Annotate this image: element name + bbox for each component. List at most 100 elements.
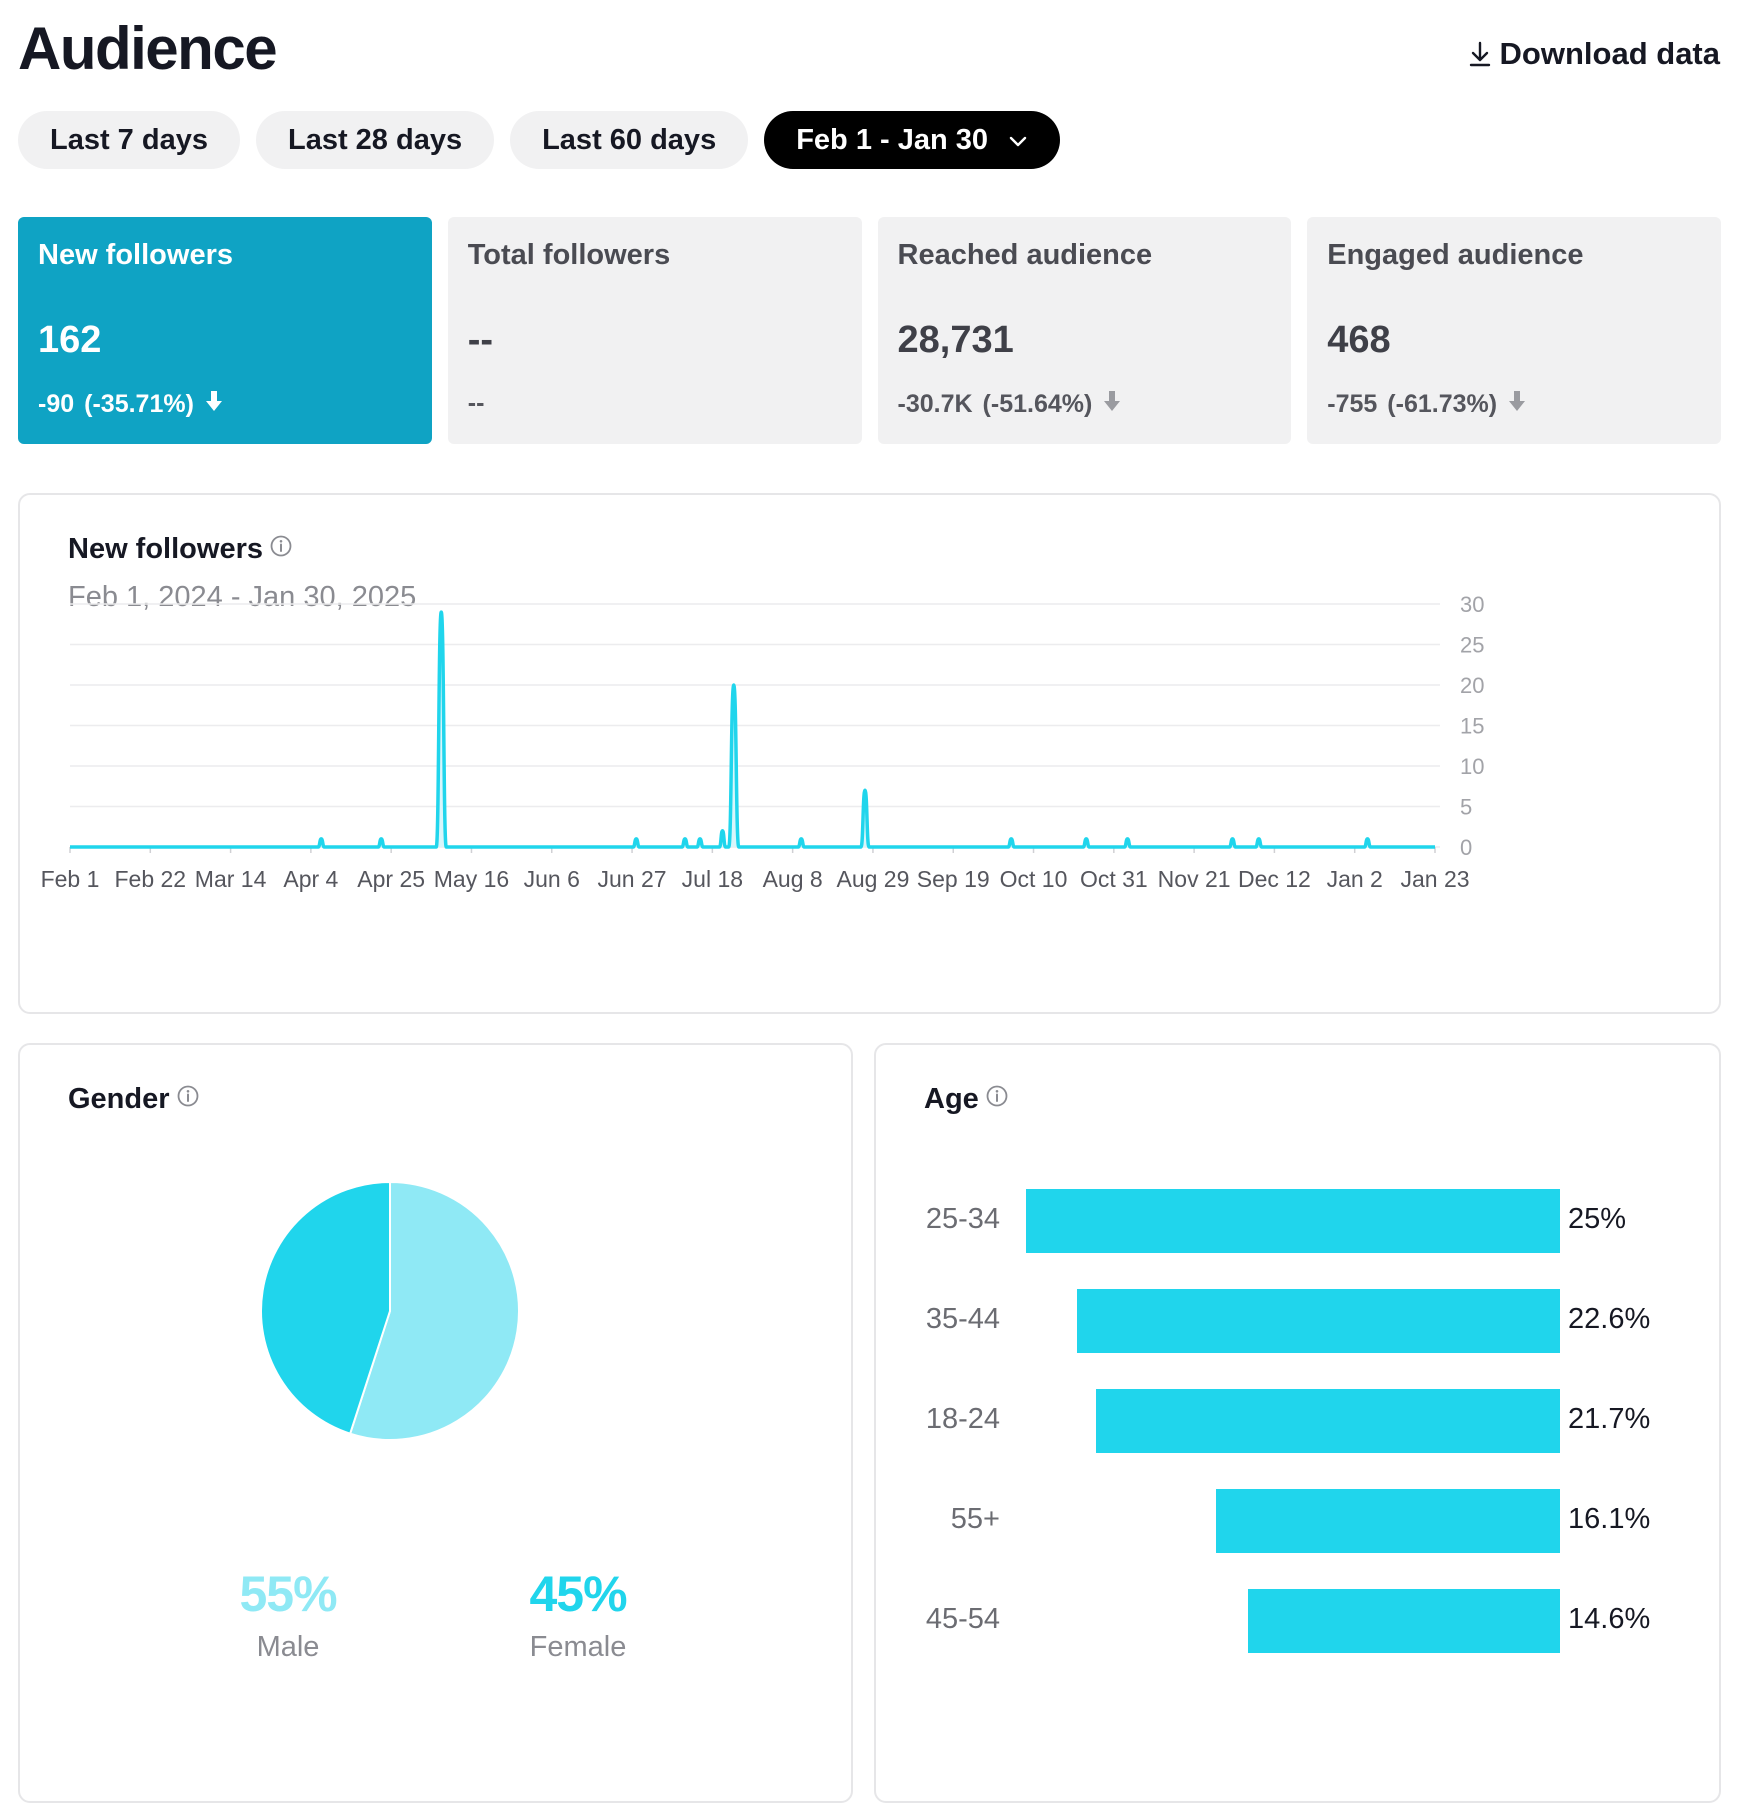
series-area [70,612,1435,847]
x-tick-label: Feb 1 [41,866,100,892]
age-percentage-label: 25% [1568,1203,1627,1235]
x-tick-label: Aug 8 [763,866,823,892]
gender-legend-female: 45% Female [468,1565,688,1664]
age-category-label: 55+ [950,1503,1000,1535]
download-data-button[interactable]: Download data [1468,36,1720,72]
x-tick-label: Sep 19 [917,866,990,892]
arrow-down-icon [204,389,224,420]
age-category-label: 35-44 [925,1303,1000,1335]
kpi-reached-audience[interactable]: Reached audience 28,731 -30.7K (-51.64%) [877,217,1292,444]
chevron-down-icon [1008,124,1028,157]
kpi-new-followers[interactable]: New followers 162 -90 (-35.71%) [18,217,432,444]
info-icon[interactable] [985,1083,1009,1116]
gender-title: Gender [68,1083,170,1115]
series-line [70,610,1435,849]
kpi-delta-value: -90 [38,390,75,418]
gender-legend-male: 55% Male [178,1565,398,1664]
x-tick-label: Jun 6 [524,866,580,892]
y-tick-label: 5 [1460,795,1472,820]
age-row: 35-44 22.6% [876,1289,1719,1353]
gender-card-title: Gender [68,1083,200,1116]
x-tick-label: Oct 10 [1000,866,1068,892]
pie-slice-male [348,1180,520,1441]
male-label: Male [256,1631,320,1663]
age-category-label: 25-34 [925,1203,1000,1235]
age-row: 55+ 16.1% [876,1489,1719,1553]
y-tick-label: 25 [1460,633,1484,658]
male-percentage: 55% [239,1566,337,1622]
kpi-delta-value: -755 [1327,390,1378,418]
range-custom-label: Feb 1 - Jan 30 [796,123,989,156]
x-tick-label: Apr 4 [283,866,338,892]
range-last-7-days[interactable]: Last 7 days [18,111,240,169]
arrow-down-icon [1102,389,1122,420]
kpi-delta-value: -- [467,389,485,417]
age-percentage-label: 14.6% [1568,1603,1651,1635]
x-tick-label: Jan 2 [1327,866,1383,892]
age-category-label: 18-24 [925,1403,1000,1435]
female-label: Female [529,1631,627,1663]
age-category-label: 45-54 [925,1603,1000,1635]
age-bar [1216,1489,1560,1553]
kpi-label: Reached audience [897,239,1153,271]
y-tick-label: 20 [1460,673,1484,698]
kpi-label: New followers [38,239,233,271]
range-last-28-days[interactable]: Last 28 days [255,111,495,169]
kpi-row: New followers 162 -90 (-35.71%) Total fo… [18,217,1721,444]
kpi-delta: -- [468,389,485,418]
range-custom-dropdown[interactable]: Feb 1 - Jan 30 [764,111,1061,169]
chart-date-range: Feb 1, 2024 - Jan 30, 2025 [68,581,417,613]
age-percentage-label: 16.1% [1568,1503,1651,1535]
y-tick-label: 30 [1460,592,1484,617]
y-tick-label: 0 [1460,835,1472,860]
new-followers-card-title: New followers [68,533,293,566]
info-icon[interactable] [176,1083,200,1116]
kpi-value: 162 [38,319,102,361]
kpi-delta-pct: (-35.71%) [84,390,194,418]
age-percentage-label: 22.6% [1568,1303,1651,1335]
gender-pie-chart [260,1180,520,1441]
x-tick-label: Feb 22 [114,866,186,892]
download-label: Download data [1499,36,1720,71]
age-bar [1248,1589,1560,1653]
gender-card: Gender 55% Male 45% Female [18,1043,853,1803]
age-row: 45-54 14.6% [876,1589,1719,1653]
x-tick-label: Jan 23 [1400,866,1469,892]
y-tick-label: 15 [1460,714,1484,739]
kpi-delta: -755 (-61.73%) [1327,389,1527,420]
age-bar [1026,1189,1560,1253]
age-row: 25-34 25% [876,1189,1719,1253]
age-title: Age [924,1083,979,1115]
pie-slice-female [260,1180,391,1435]
kpi-value: -- [467,319,494,361]
y-tick-label: 10 [1460,754,1484,779]
date-range-selector: Last 7 days Last 28 days Last 60 days Fe… [18,111,1061,169]
page-title: Audience [18,15,278,82]
x-tick-label: May 16 [434,866,509,892]
kpi-delta-pct: (-61.73%) [1387,390,1498,418]
kpi-delta-value: -30.7K [897,390,973,418]
age-bar [1096,1389,1560,1453]
kpi-engaged-audience[interactable]: Engaged audience 468 -755 (-61.73%) [1307,217,1721,444]
kpi-total-followers[interactable]: Total followers -- -- [447,217,862,444]
chart-title: New followers [68,533,263,565]
range-last-60-days[interactable]: Last 60 days [510,111,749,169]
kpi-label: Total followers [467,239,671,271]
new-followers-card: New followers Feb 1, 2024 - Jan 30, 2025… [18,493,1721,1014]
x-tick-label: Apr 25 [357,866,425,892]
kpi-value: 28,731 [897,319,1014,361]
age-card-title: Age [924,1083,1009,1116]
x-tick-label: Aug 29 [836,866,909,892]
info-icon[interactable] [269,533,293,566]
age-bar [1077,1289,1560,1353]
kpi-delta-pct: (-51.64%) [982,390,1093,418]
kpi-delta: -30.7K (-51.64%) [898,389,1123,420]
x-tick-label: Jul 18 [682,866,743,892]
x-tick-label: Jun 27 [598,866,667,892]
x-tick-label: Dec 12 [1238,866,1311,892]
x-tick-label: Nov 21 [1158,866,1231,892]
age-percentage-label: 21.7% [1568,1403,1651,1435]
x-tick-label: Oct 31 [1080,866,1148,892]
download-icon [1468,40,1492,68]
kpi-delta: -90 (-35.71%) [38,389,224,420]
